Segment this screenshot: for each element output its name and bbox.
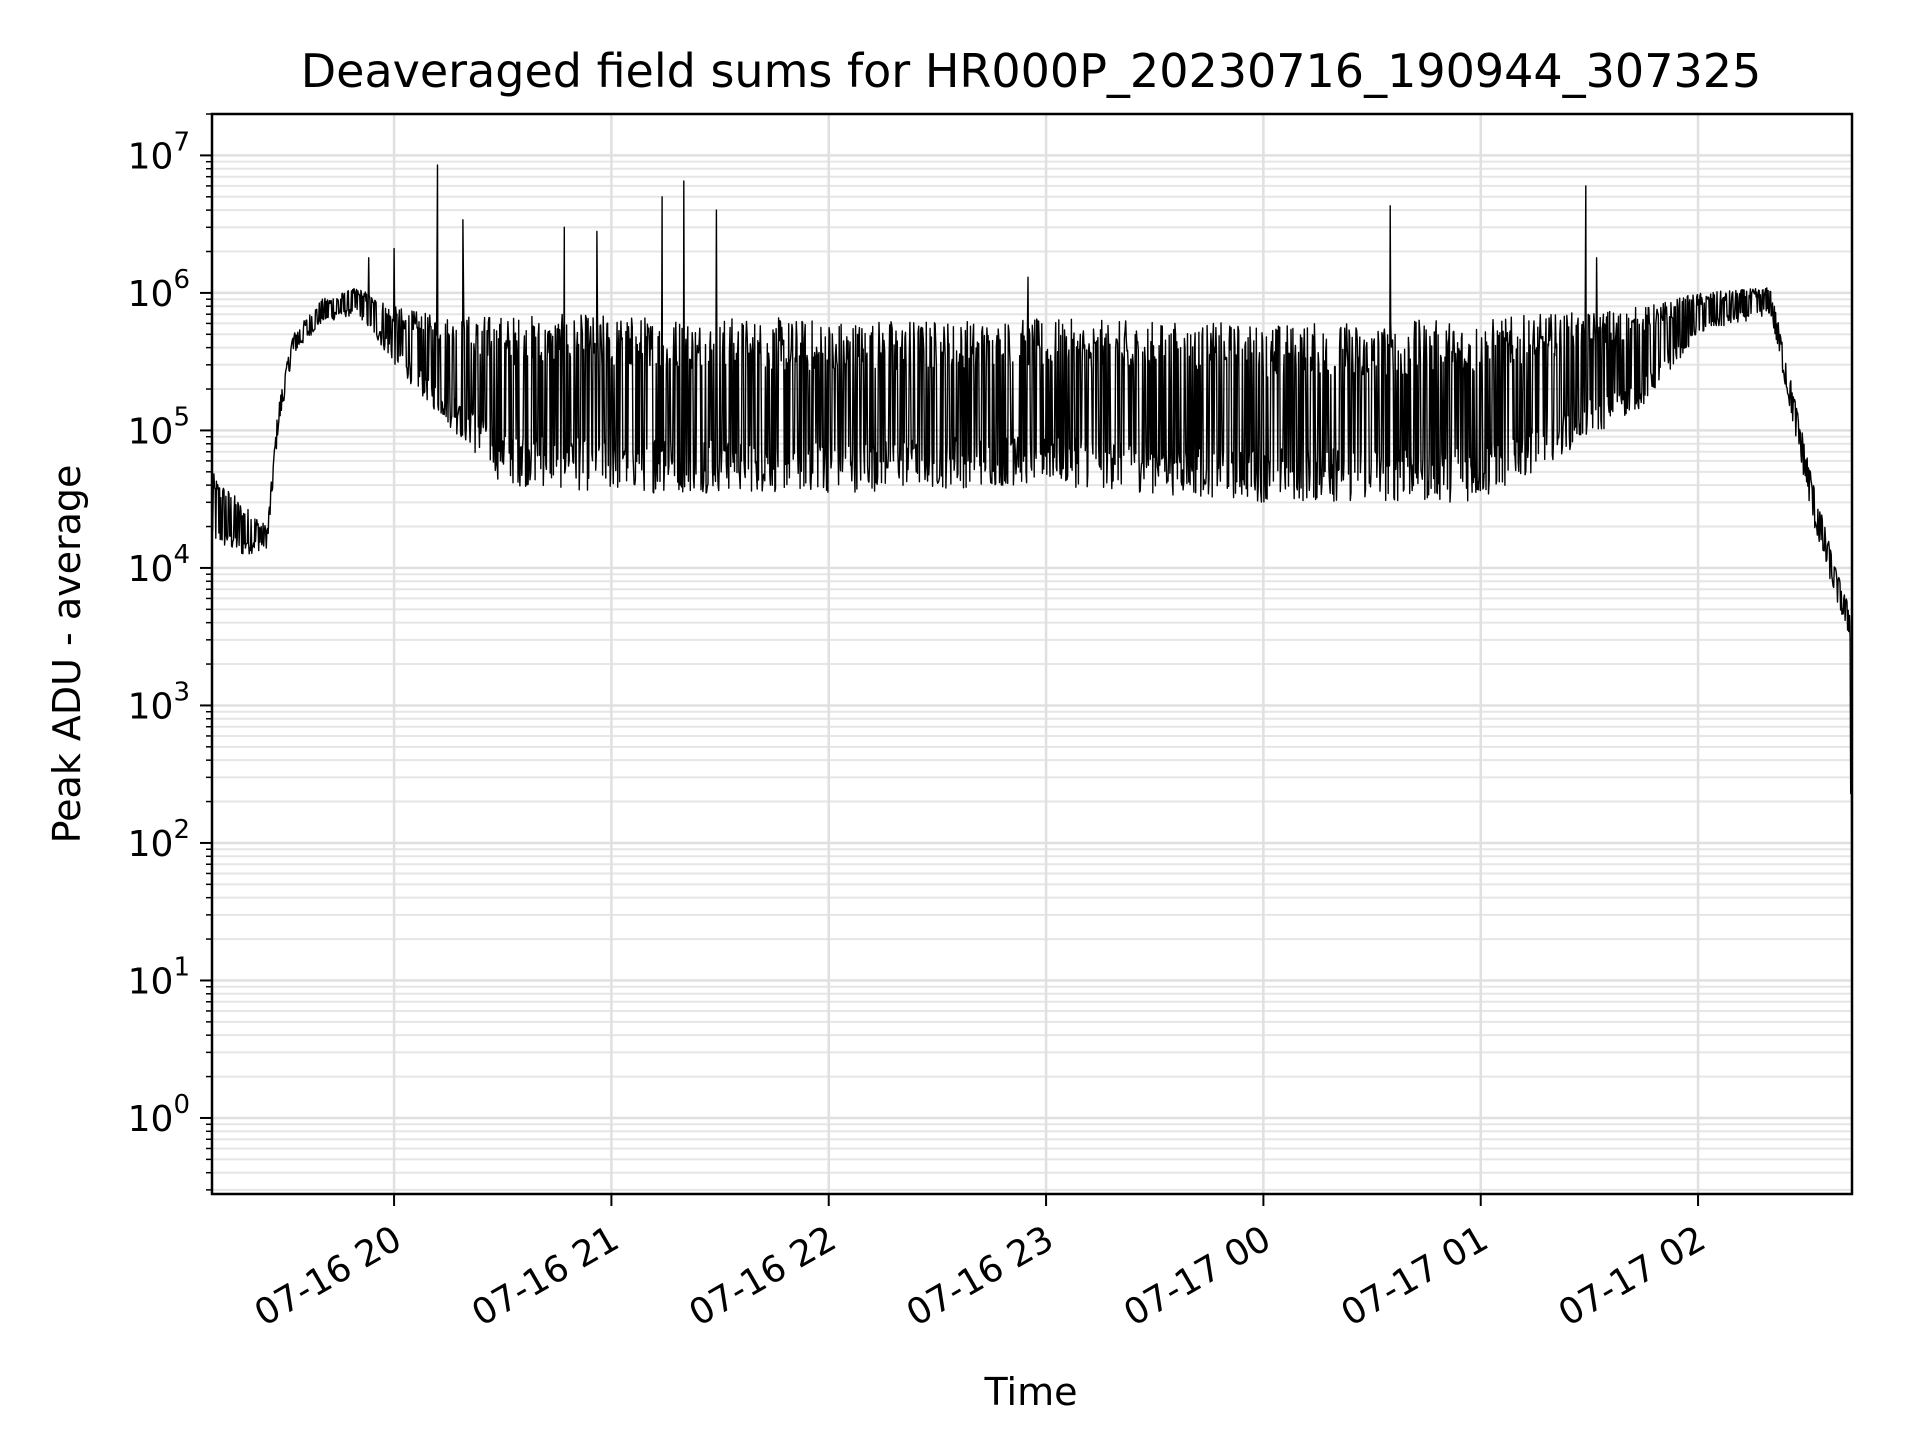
y-tick-label-exponent: 4 (173, 540, 190, 570)
x-axis-label: Time (984, 1370, 1078, 1414)
y-tick-label-base: 10 (128, 274, 174, 315)
chart-title: Deaveraged field sums for HR000P_2023071… (301, 44, 1762, 98)
y-tick-label-exponent: 3 (173, 677, 190, 707)
y-tick-label-base: 10 (128, 824, 174, 865)
y-tick-label: 105 (128, 402, 190, 452)
y-tick-label-base: 10 (128, 549, 174, 590)
y-tick-label-base: 10 (128, 411, 174, 452)
y-tick-label: 101 (128, 952, 190, 1002)
y-tick-label-exponent: 0 (173, 1090, 190, 1120)
y-tick-label-base: 10 (128, 686, 174, 727)
series-layer (211, 164, 1853, 1195)
plot-frame (210, 112, 1854, 1196)
y-tick-label-exponent: 6 (173, 265, 190, 295)
y-tick-label: 106 (128, 265, 190, 315)
y-tick-label: 102 (128, 815, 190, 865)
y-tick-label: 107 (128, 127, 190, 177)
y-axis-label: Peak ADU - average (45, 465, 89, 844)
y-tick-label-exponent: 5 (173, 402, 190, 432)
grid (212, 113, 1852, 1194)
y-tick-label-base: 10 (128, 1099, 174, 1140)
y-tick-label-exponent: 7 (173, 127, 190, 157)
y-tick-label-base: 10 (128, 961, 174, 1002)
series-line (211, 164, 1853, 1195)
y-tick-label: 104 (128, 540, 190, 590)
y-tick-label-exponent: 1 (173, 952, 190, 982)
y-tick-label-base: 10 (128, 136, 174, 177)
y-tick-label: 103 (128, 677, 190, 727)
y-tick-label-exponent: 2 (173, 815, 190, 845)
y-tick-label: 100 (128, 1090, 190, 1140)
